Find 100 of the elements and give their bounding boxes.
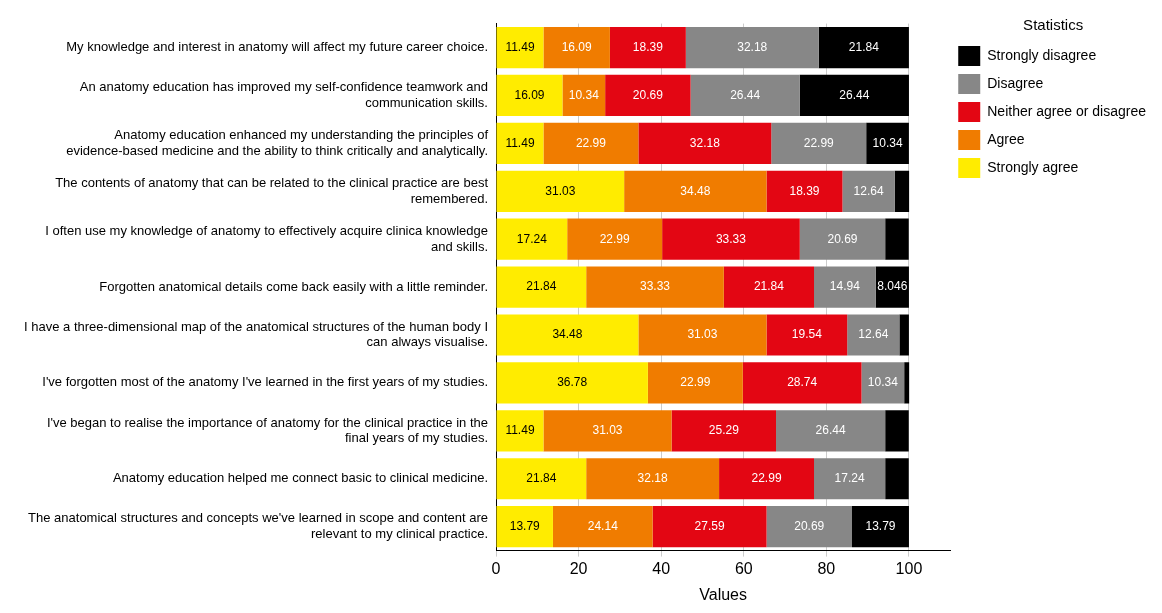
x-tick-label: 80 — [817, 559, 836, 577]
y-tick-label: My knowledge and interest in anatomy will affect my future career choice. — [66, 39, 488, 55]
legend-label: Strongly disagree — [987, 46, 1097, 63]
data-label: 36.78 — [557, 375, 588, 390]
y-tick-label: I've forgotten most of the anatomy I've learned in the first years of my studies. — [42, 374, 488, 390]
x-axis-title: Values — [699, 585, 747, 603]
bar — [496, 506, 553, 548]
data-label: 17.24 — [516, 231, 548, 246]
data-label: 21.84 — [526, 279, 557, 294]
data-label: 10.34 — [867, 375, 899, 390]
bar — [496, 266, 587, 308]
data-label: 21.84 — [848, 39, 880, 54]
bar — [496, 458, 587, 500]
bar — [799, 74, 909, 117]
bar — [543, 26, 610, 69]
data-label: 22.99 — [680, 375, 711, 390]
bar — [799, 218, 886, 260]
data-label: 11.49 — [505, 39, 535, 54]
y-tick-label: An anatomy education has improved my self-confidence teamwork and communication skills. — [79, 79, 488, 110]
legend-label: Strongly agree — [987, 158, 1079, 175]
data-label: 13.79 — [865, 518, 896, 533]
bar — [562, 74, 606, 117]
bar — [847, 314, 900, 356]
bar — [638, 314, 767, 356]
bar — [605, 74, 691, 117]
data-label: 18.39 — [632, 39, 664, 54]
data-label: 33.33 — [715, 231, 747, 246]
data-label: 8.046 — [877, 279, 908, 294]
bar — [647, 362, 743, 404]
data-label: 24.14 — [587, 518, 619, 533]
data-label: 17.24 — [834, 471, 865, 486]
x-tick-label: 20 — [569, 559, 588, 577]
bar — [776, 410, 886, 452]
bar — [690, 74, 800, 117]
bar — [842, 170, 895, 212]
data-label: 11.49 — [505, 423, 535, 438]
data-label: 10.34 — [568, 87, 600, 102]
data-label: 32.18 — [637, 471, 668, 486]
y-tick-label: Forgotten anatomical details come back easily with a little reminder. — [99, 278, 488, 294]
data-label: 31.03 — [545, 183, 576, 198]
data-label: 32.18 — [689, 135, 721, 150]
bar — [685, 26, 819, 69]
data-label: 33.33 — [639, 279, 671, 294]
bar — [662, 218, 800, 260]
data-label: 27.59 — [694, 518, 725, 533]
bar — [818, 26, 909, 69]
bar — [814, 458, 886, 500]
data-label: 22.99 — [599, 231, 630, 246]
bar — [638, 122, 772, 164]
x-tick-label: 100 — [895, 559, 923, 577]
x-tick-label: 0 — [491, 559, 501, 577]
bar — [496, 410, 544, 452]
data-label: 22.99 — [575, 135, 607, 150]
legend-label: Agree — [987, 130, 1025, 147]
bar — [742, 362, 862, 404]
bar — [719, 458, 815, 500]
data-label: 16.09 — [514, 87, 545, 102]
data-label: 32.18 — [737, 39, 768, 54]
bar — [885, 410, 909, 452]
bar — [885, 218, 909, 260]
bar — [496, 74, 563, 117]
data-label: 21.84 — [526, 471, 557, 486]
y-tick-label: I often use my knowledge of anatomy to effectively acquire clinica knowledge and skills. — [45, 222, 488, 254]
bar — [624, 170, 767, 212]
data-label: 22.99 — [751, 471, 782, 486]
bar — [496, 362, 648, 404]
data-label: 13.79 — [509, 518, 541, 533]
data-label: 11.49 — [505, 135, 535, 150]
data-label: 10.34 — [872, 135, 903, 150]
data-label: 20.69 — [794, 518, 825, 533]
bar — [904, 362, 910, 404]
data-label: 19.54 — [791, 327, 823, 342]
bar — [496, 122, 544, 164]
y-tick-label: I have a three-dimensional map of the anatomical structures of the human body I can always visualise. — [24, 318, 488, 350]
bar — [586, 458, 720, 500]
bar — [652, 506, 767, 548]
bar — [567, 218, 663, 260]
bar — [671, 410, 777, 452]
bar — [885, 458, 909, 500]
data-label: 28.74 — [787, 375, 818, 390]
bar — [543, 122, 639, 164]
bar — [543, 410, 672, 452]
bar — [899, 314, 909, 356]
bar — [852, 506, 909, 548]
bar — [894, 170, 910, 212]
data-label: 18.39 — [789, 183, 820, 198]
bar — [609, 26, 686, 69]
bar — [766, 506, 852, 548]
y-tick-label: Anatomy education helped me connect basic to clinical medicine. — [112, 470, 488, 486]
bar — [861, 362, 905, 404]
data-label: 25.29 — [708, 423, 740, 438]
bar — [723, 266, 815, 308]
data-label: 34.48 — [680, 183, 711, 198]
y-tick-label: The anatomical structures and concepts we've learned in scope and content are relevant to my clinical practice. — [28, 510, 488, 542]
bar — [766, 314, 848, 356]
bar — [496, 218, 568, 260]
data-label: 12.64 — [853, 183, 884, 198]
data-label: 34.48 — [552, 327, 583, 342]
y-tick-label: I've began to realise the importance of anatomy for the clinical practice in the final years of my studies. — [46, 414, 488, 446]
bar — [552, 506, 653, 548]
